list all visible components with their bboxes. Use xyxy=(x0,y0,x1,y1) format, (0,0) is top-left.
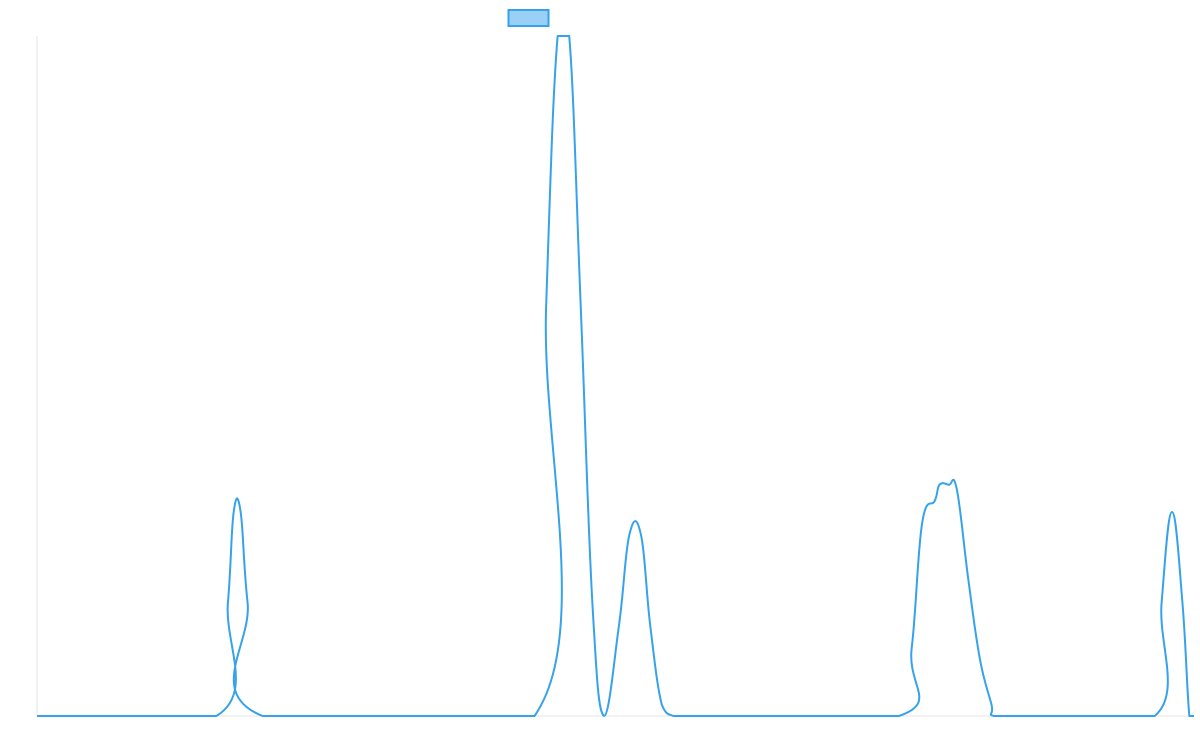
axes xyxy=(36,36,1194,717)
legend xyxy=(507,9,550,27)
series-line-0 xyxy=(37,35,1194,718)
series-layer xyxy=(37,35,1194,718)
legend-swatch-0[interactable] xyxy=(507,9,550,27)
